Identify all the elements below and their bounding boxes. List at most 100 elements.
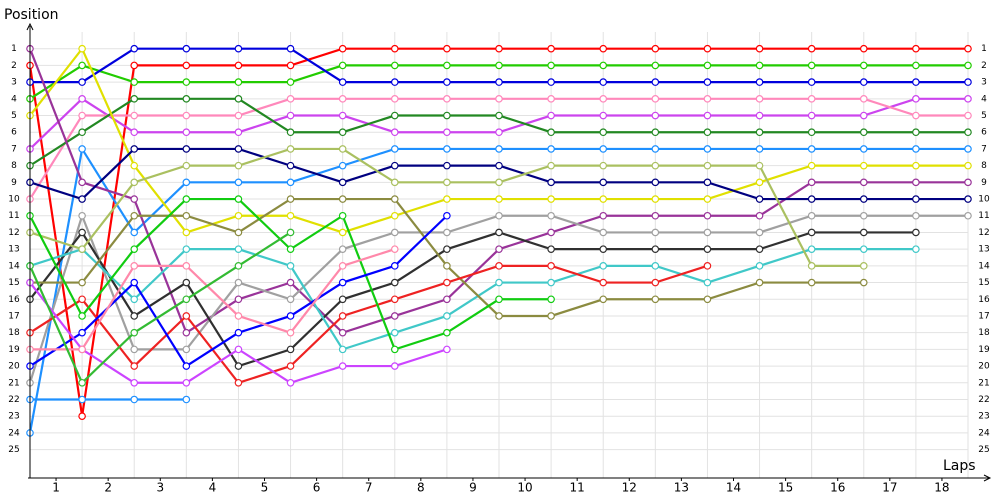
point — [703, 195, 712, 203]
y-tick-label-right: 7 — [981, 144, 987, 154]
y-tick-label: 1 — [11, 44, 17, 54]
point — [443, 111, 451, 120]
point — [338, 211, 347, 220]
point — [599, 262, 608, 270]
point — [234, 95, 243, 103]
y-tick-label: 2 — [11, 61, 17, 71]
x-tick-label: 16 — [830, 481, 845, 495]
series-line — [30, 248, 396, 351]
point — [286, 345, 295, 354]
point — [703, 245, 712, 253]
point — [78, 295, 86, 304]
y-tick-label-right: 25 — [978, 445, 989, 455]
point — [390, 128, 399, 137]
y-tick-label-right: 10 — [978, 195, 990, 205]
y-tick-label: 4 — [11, 94, 17, 104]
point — [286, 128, 295, 137]
point — [234, 228, 243, 237]
point — [859, 78, 868, 86]
point — [651, 211, 660, 220]
point — [78, 345, 86, 354]
point — [130, 128, 139, 137]
point — [234, 328, 243, 337]
point — [912, 178, 920, 187]
point — [599, 145, 608, 153]
point — [78, 312, 86, 320]
point — [234, 345, 243, 354]
plot — [26, 44, 972, 437]
point — [755, 211, 764, 220]
point — [78, 178, 86, 187]
point — [547, 278, 555, 287]
point — [78, 412, 86, 420]
point — [807, 211, 816, 220]
point — [338, 262, 347, 270]
point — [807, 145, 816, 153]
point — [755, 262, 764, 270]
y-tick-label-right: 20 — [978, 362, 990, 372]
y-tick-label: 11 — [8, 211, 19, 221]
point — [78, 61, 86, 70]
point — [130, 61, 139, 70]
point — [807, 61, 816, 70]
y-tick-label: 7 — [11, 144, 17, 154]
point — [703, 44, 712, 53]
x-tick-label: 4 — [209, 481, 217, 495]
point — [338, 312, 347, 320]
point — [599, 211, 608, 220]
point — [912, 228, 920, 237]
y-tick-label-right: 17 — [978, 311, 989, 321]
point — [443, 211, 451, 220]
point — [599, 278, 608, 287]
point — [495, 44, 503, 53]
point — [651, 61, 660, 70]
point — [390, 161, 399, 170]
point — [651, 278, 660, 287]
point — [547, 78, 555, 86]
point — [234, 295, 243, 304]
point — [703, 161, 712, 170]
point — [651, 111, 660, 120]
point — [651, 95, 660, 103]
point — [390, 78, 399, 86]
point — [390, 61, 399, 70]
point — [755, 178, 764, 187]
point — [234, 161, 243, 170]
point — [964, 95, 972, 103]
point — [78, 245, 86, 253]
point — [703, 61, 712, 70]
point — [443, 78, 451, 86]
point — [755, 161, 764, 170]
y-tick-label-right: 13 — [978, 245, 989, 255]
point — [130, 178, 139, 187]
y-tick-label: 23 — [8, 412, 19, 422]
point — [338, 278, 347, 287]
point — [234, 178, 243, 187]
point — [182, 95, 191, 103]
point — [234, 211, 243, 220]
point — [807, 111, 816, 120]
point — [859, 128, 868, 137]
point — [443, 195, 451, 203]
point — [859, 95, 868, 103]
point — [807, 228, 816, 237]
y-tick-label: 19 — [8, 345, 20, 355]
point — [912, 111, 920, 120]
point — [755, 95, 764, 103]
point — [234, 312, 243, 320]
point — [651, 178, 660, 187]
point — [443, 245, 451, 253]
point — [234, 245, 243, 253]
point — [912, 61, 920, 70]
point — [234, 145, 243, 153]
point — [130, 145, 139, 153]
point — [964, 128, 972, 137]
point — [182, 211, 191, 220]
point — [338, 61, 347, 70]
point — [286, 245, 295, 253]
point — [443, 178, 451, 187]
point — [338, 111, 347, 120]
y-tick-label: 13 — [8, 245, 19, 255]
series-line — [29, 264, 708, 385]
point — [130, 228, 139, 237]
